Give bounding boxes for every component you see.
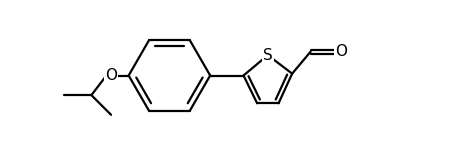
Text: O: O: [105, 68, 117, 83]
Text: S: S: [263, 48, 273, 63]
Text: O: O: [335, 44, 347, 59]
